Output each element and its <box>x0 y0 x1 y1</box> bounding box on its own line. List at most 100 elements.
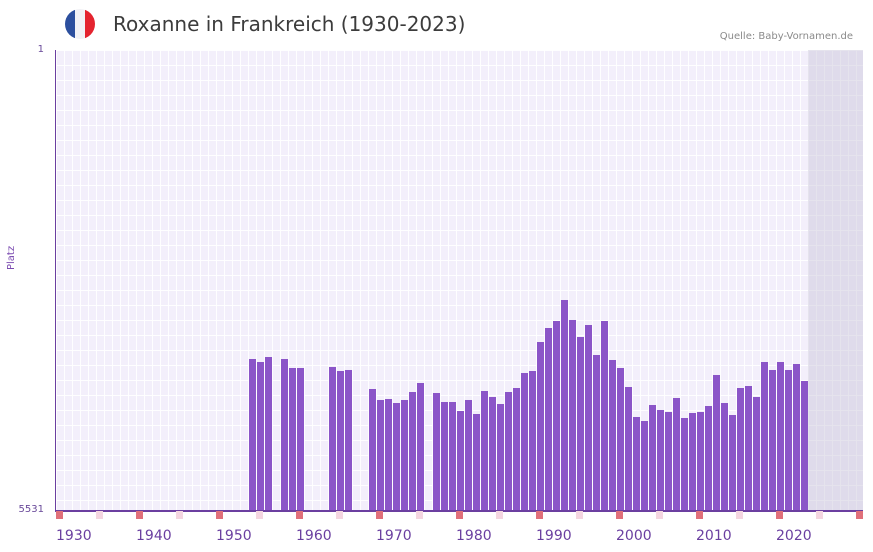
x-tick-label: 1930 <box>56 528 92 544</box>
bar-1989[interactable] <box>529 371 536 510</box>
bar-2002[interactable] <box>633 417 640 510</box>
bar-1966[interactable] <box>345 370 352 510</box>
bar-2022[interactable] <box>793 364 800 510</box>
bar-2000[interactable] <box>617 368 624 510</box>
bar-1974[interactable] <box>409 392 416 510</box>
half-decade-tick <box>256 511 263 519</box>
bar-1983[interactable] <box>481 391 488 510</box>
bar-1954[interactable] <box>249 359 256 510</box>
decade-tick <box>136 511 143 519</box>
bar-1999[interactable] <box>609 360 616 510</box>
half-decade-tick <box>576 511 583 519</box>
bar-1990[interactable] <box>537 342 544 510</box>
x-tick-label: 1940 <box>136 528 172 544</box>
bar-1987[interactable] <box>513 388 520 510</box>
bar-1980[interactable] <box>457 411 464 510</box>
x-tick-label: 2000 <box>616 528 652 544</box>
decade-tick <box>216 511 223 519</box>
y-tick-bottom: 5531 <box>18 504 44 515</box>
bar-1958[interactable] <box>281 359 288 510</box>
x-tick-label: 1980 <box>456 528 492 544</box>
bar-2020[interactable] <box>777 362 784 510</box>
source-label: Quelle: Baby-Vornamen.de <box>719 31 853 42</box>
x-tick-label: 1990 <box>536 528 572 544</box>
bar-2016[interactable] <box>745 386 752 510</box>
bar-2004[interactable] <box>649 405 656 510</box>
future-shaded-region <box>808 50 863 510</box>
bar-2010[interactable] <box>697 412 704 510</box>
bar-1979[interactable] <box>449 402 456 510</box>
bar-2001[interactable] <box>625 387 632 510</box>
bar-1994[interactable] <box>569 320 576 510</box>
bar-1991[interactable] <box>545 328 552 510</box>
bar-1996[interactable] <box>585 325 592 510</box>
bar-2015[interactable] <box>737 388 744 510</box>
x-tick-markers <box>56 511 863 519</box>
bar-2014[interactable] <box>729 415 736 510</box>
bar-1971[interactable] <box>385 399 392 510</box>
half-decade-tick <box>496 511 503 519</box>
decade-tick <box>56 511 63 519</box>
bar-1964[interactable] <box>329 367 336 510</box>
bar-2005[interactable] <box>657 410 664 510</box>
bar-2012[interactable] <box>713 375 720 510</box>
bar-2007[interactable] <box>673 398 680 510</box>
france-flag-icon <box>65 9 95 39</box>
bar-1973[interactable] <box>401 400 408 510</box>
bar-1998[interactable] <box>601 321 608 510</box>
bar-2006[interactable] <box>665 412 672 510</box>
bar-1975[interactable] <box>417 383 424 510</box>
bar-1988[interactable] <box>521 373 528 510</box>
decade-tick <box>536 511 543 519</box>
bar-1985[interactable] <box>497 404 504 510</box>
bar-2008[interactable] <box>681 418 688 510</box>
bar-2021[interactable] <box>785 370 792 510</box>
bar-1970[interactable] <box>377 400 384 510</box>
decade-tick <box>456 511 463 519</box>
bar-2017[interactable] <box>753 397 760 510</box>
bar-2011[interactable] <box>705 406 712 510</box>
half-decade-tick <box>176 511 183 519</box>
decade-tick <box>856 511 863 519</box>
decade-tick <box>376 511 383 519</box>
bar-1956[interactable] <box>265 357 272 510</box>
bar-1977[interactable] <box>433 393 440 510</box>
bar-2009[interactable] <box>689 413 696 510</box>
bar-1972[interactable] <box>393 403 400 510</box>
bar-1960[interactable] <box>297 368 304 510</box>
bar-1986[interactable] <box>505 392 512 510</box>
x-tick-label: 1950 <box>216 528 252 544</box>
bar-1993[interactable] <box>561 300 568 510</box>
decade-tick <box>696 511 703 519</box>
half-decade-tick <box>656 511 663 519</box>
decade-tick <box>616 511 623 519</box>
y-axis-title: Platz <box>6 245 17 270</box>
bar-2023[interactable] <box>801 381 808 510</box>
bar-2019[interactable] <box>769 370 776 510</box>
half-decade-tick <box>416 511 423 519</box>
plot-area <box>56 50 863 510</box>
bar-1978[interactable] <box>441 402 448 510</box>
bar-1969[interactable] <box>369 389 376 510</box>
flag-blue <box>65 9 75 39</box>
bar-1959[interactable] <box>289 368 296 510</box>
x-axis-line <box>55 510 863 512</box>
bar-2018[interactable] <box>761 362 768 510</box>
bar-1955[interactable] <box>257 362 264 510</box>
half-decade-tick <box>816 511 823 519</box>
bar-1984[interactable] <box>489 397 496 510</box>
x-tick-label: 1960 <box>296 528 332 544</box>
bar-1997[interactable] <box>593 355 600 510</box>
bar-1995[interactable] <box>577 337 584 510</box>
flag-white <box>75 9 85 39</box>
bar-1992[interactable] <box>553 321 560 510</box>
chart-title: Roxanne in Frankreich (1930-2023) <box>113 12 466 36</box>
bar-1982[interactable] <box>473 414 480 510</box>
half-decade-tick <box>96 511 103 519</box>
bar-1965[interactable] <box>337 371 344 510</box>
bar-2003[interactable] <box>641 421 648 510</box>
y-tick-top: 1 <box>37 44 44 55</box>
bar-1981[interactable] <box>465 400 472 510</box>
bar-2013[interactable] <box>721 403 728 510</box>
y-axis-line <box>55 50 56 511</box>
